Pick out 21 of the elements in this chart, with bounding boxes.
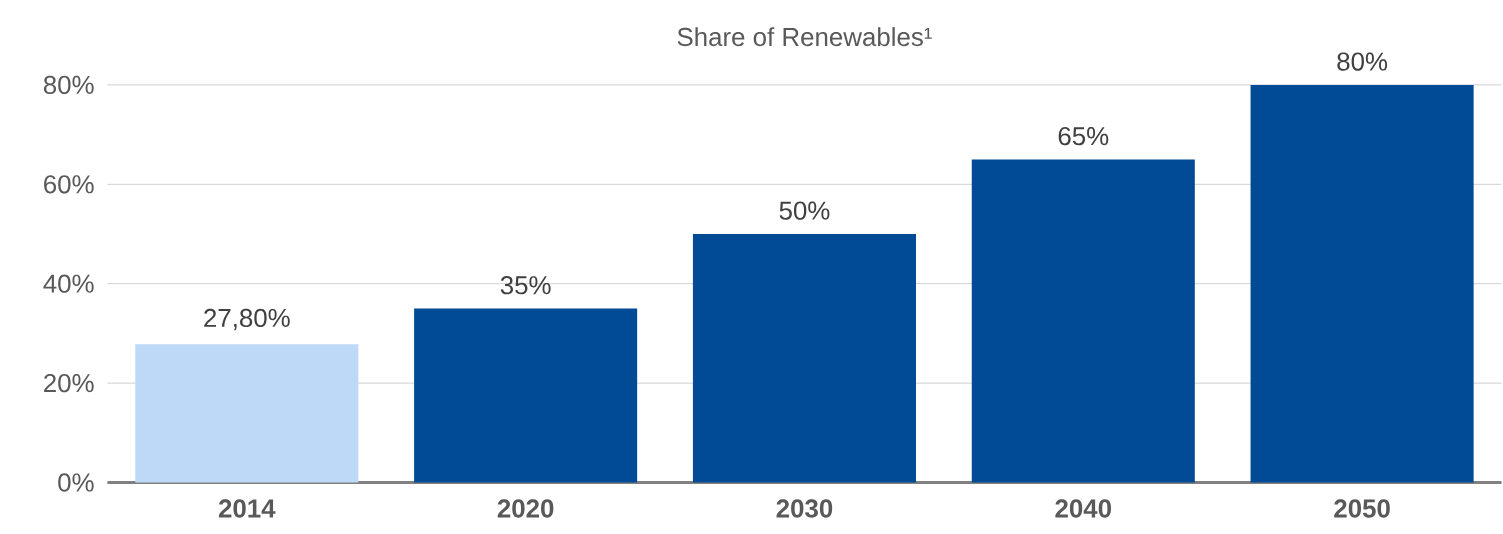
y-tick-label: 20% xyxy=(44,373,94,393)
bar xyxy=(135,344,359,483)
data-label: 35% xyxy=(500,275,551,295)
bar xyxy=(692,233,916,483)
chart-title: Share of Renewables¹ xyxy=(677,26,932,46)
data-label: 27,80% xyxy=(204,308,290,330)
y-tick-label: 60% xyxy=(44,174,94,194)
data-label: 65% xyxy=(1058,126,1109,146)
y-tick-label: 40% xyxy=(43,274,94,293)
x-tick-label: 2050 xyxy=(1334,499,1390,518)
y-tick-label: 80% xyxy=(43,75,94,94)
x-tick-label: 2040 xyxy=(1055,499,1111,518)
x-tick-label: 2014 xyxy=(218,499,276,518)
y-tick-label: 0% xyxy=(58,473,94,492)
x-tick-label: 2030 xyxy=(776,499,833,518)
bar xyxy=(1250,84,1474,483)
data-label: 50% xyxy=(779,201,830,220)
bar xyxy=(414,308,638,483)
x-tick-label: 2020 xyxy=(497,499,554,518)
data-label: 80% xyxy=(1337,52,1388,71)
bar xyxy=(971,159,1195,483)
